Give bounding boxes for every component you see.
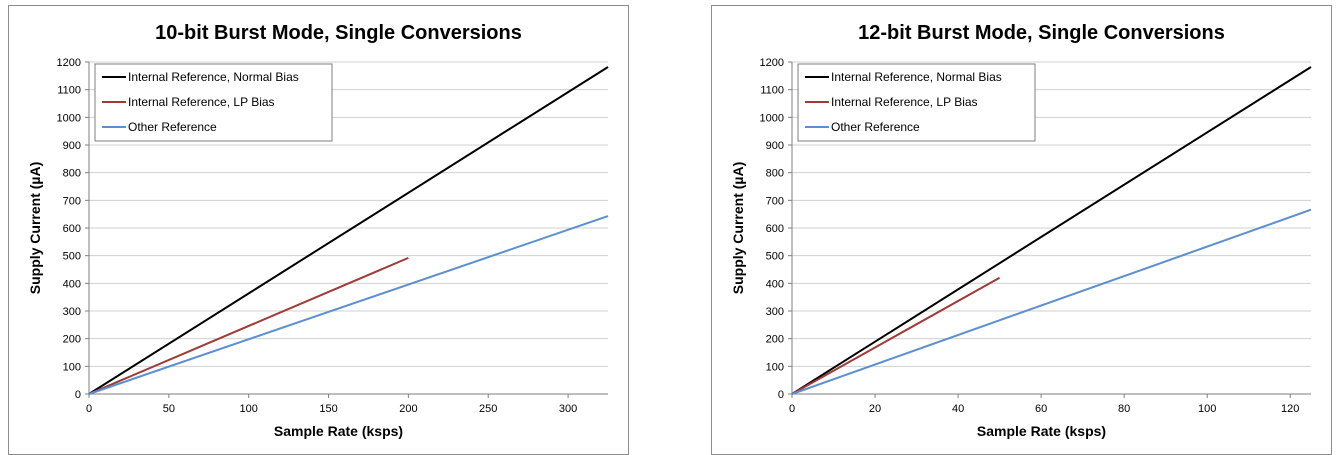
x-tick-label: 20 <box>869 403 881 415</box>
x-tick-label: 60 <box>1035 403 1047 415</box>
chart-title: 10-bit Burst Mode, Single Conversions <box>155 22 522 44</box>
y-tick-label: 100 <box>766 361 784 373</box>
y-tick-label: 500 <box>63 251 81 263</box>
x-tick-label: 50 <box>163 403 175 415</box>
y-tick-label: 200 <box>63 334 81 346</box>
series-line-1 <box>88 66 609 395</box>
y-tick-label: 900 <box>766 140 784 152</box>
legend: Internal Reference, Normal Bias Internal … <box>94 63 333 142</box>
y-tick-label: 600 <box>63 223 81 235</box>
legend-label: Other Reference <box>831 120 920 134</box>
chart-10bit: 10-bit Burst Mode, Single Conversions 0 10… <box>27 22 609 439</box>
y-tick-label: 1200 <box>57 57 81 69</box>
legend-box <box>797 63 1036 142</box>
series-line-2 <box>88 256 409 395</box>
y-tick-label: 400 <box>766 278 784 290</box>
series-line-2 <box>791 276 1001 395</box>
y-tick-label: 100 <box>63 361 81 373</box>
y-tick-label: 1100 <box>760 85 784 97</box>
y-axis-title: Supply Current (µA) <box>730 162 746 295</box>
y-tick-label: 1100 <box>57 85 81 97</box>
chart-panel-10bit: 10-bit Burst Mode, Single Conversions 0 10… <box>8 5 629 455</box>
y-tick-label: 900 <box>63 140 81 152</box>
y-tick-label: 300 <box>766 306 784 318</box>
y-tick-label: 300 <box>63 306 81 318</box>
y-tick-label: 0 <box>75 389 81 401</box>
x-axis-title: Sample Rate (ksps) <box>977 423 1106 439</box>
x-tick-label: 300 <box>559 403 577 415</box>
series-line-3 <box>791 208 1312 395</box>
chart-title: 12-bit Burst Mode, Single Conversions <box>858 22 1225 44</box>
legend-label: Internal Reference, LP Bias <box>128 95 275 109</box>
legend-label: Internal Reference, Normal Bias <box>128 70 299 84</box>
legend-box <box>94 63 333 142</box>
chart-panel-12bit: 12-bit Burst Mode, Single Conversions 0 10… <box>711 5 1332 455</box>
y-tick-label: 400 <box>63 278 81 290</box>
x-axis-title: Sample Rate (ksps) <box>274 423 403 439</box>
y-tick-label: 500 <box>766 251 784 263</box>
x-tick-label: 0 <box>86 403 92 415</box>
x-tick-label: 40 <box>952 403 964 415</box>
x-tick-label: 0 <box>789 403 795 415</box>
x-tick-label: 250 <box>479 403 497 415</box>
legend-label: Internal Reference, Normal Bias <box>831 70 1002 84</box>
x-tick-label: 120 <box>1281 403 1299 415</box>
y-tick-label: 1000 <box>57 112 81 124</box>
x-tick-label: 80 <box>1118 403 1130 415</box>
y-tick-label: 700 <box>766 195 784 207</box>
x-tick-label: 200 <box>399 403 417 415</box>
y-tick-label: 700 <box>63 195 81 207</box>
y-axis-title: Supply Current (µA) <box>27 162 43 295</box>
x-tick-label: 100 <box>240 403 258 415</box>
y-tick-label: 200 <box>766 334 784 346</box>
legend: Internal Reference, Normal Bias Internal … <box>797 63 1036 142</box>
legend-label: Other Reference <box>128 120 217 134</box>
y-tick-label: 1000 <box>760 112 784 124</box>
legend-label: Internal Reference, LP Bias <box>831 95 978 109</box>
series-line-1 <box>791 66 1312 395</box>
y-tick-label: 0 <box>778 389 784 401</box>
y-tick-label: 600 <box>766 223 784 235</box>
y-tick-label: 1200 <box>760 57 784 69</box>
y-tick-label: 800 <box>766 168 784 180</box>
chart-12bit: 12-bit Burst Mode, Single Conversions 0 10… <box>730 22 1312 439</box>
x-tick-label: 100 <box>1198 403 1216 415</box>
y-tick-label: 800 <box>63 168 81 180</box>
x-tick-label: 150 <box>319 403 337 415</box>
series-line-3 <box>88 215 609 395</box>
